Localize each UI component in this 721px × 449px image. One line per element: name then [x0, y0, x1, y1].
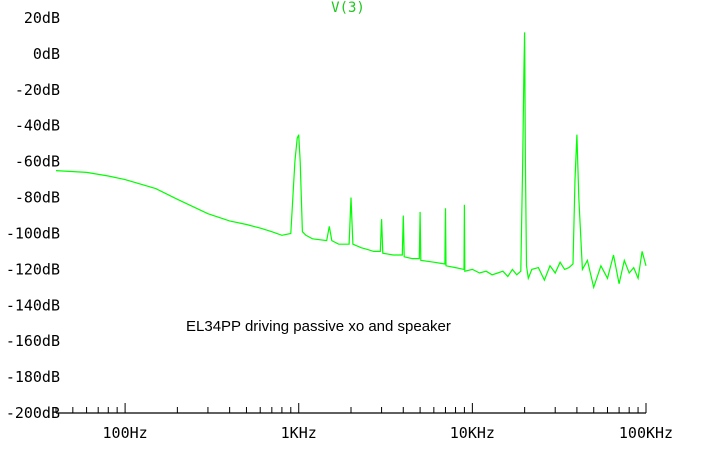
- series-line: [55, 32, 647, 290]
- y-tick-label: -100dB: [6, 224, 60, 242]
- chart-title: V(3): [331, 0, 365, 16]
- chart-annotation: EL34PP driving passive xo and speaker: [186, 318, 451, 335]
- y-tick-label: -120dB: [6, 260, 60, 278]
- x-axis-ticks: 100Hz 1KHz 10KHz 100KHz: [55, 403, 673, 442]
- y-tick-label: -180dB: [6, 368, 60, 386]
- y-tick-label: 0dB: [33, 45, 60, 63]
- y-tick-label: -60dB: [15, 153, 60, 171]
- y-tick-label: 20dB: [24, 9, 60, 27]
- x-tick-label: 1KHz: [281, 424, 317, 442]
- y-axis-ticks: 20dB 0dB -20dB -40dB -60dB -80dB -100dB -120dB -…: [6, 9, 60, 422]
- y-tick-label: -200dB: [6, 404, 60, 422]
- y-tick-label: -40dB: [15, 117, 60, 135]
- y-tick-label: -140dB: [6, 296, 60, 314]
- y-tick-label: -20dB: [15, 81, 60, 99]
- x-tick-label: 10KHz: [450, 424, 495, 442]
- x-tick-label: 100Hz: [103, 424, 148, 442]
- y-tick-label: -80dB: [15, 189, 60, 207]
- y-tick-label: -160dB: [6, 332, 60, 350]
- x-tick-label: 100KHz: [619, 424, 673, 442]
